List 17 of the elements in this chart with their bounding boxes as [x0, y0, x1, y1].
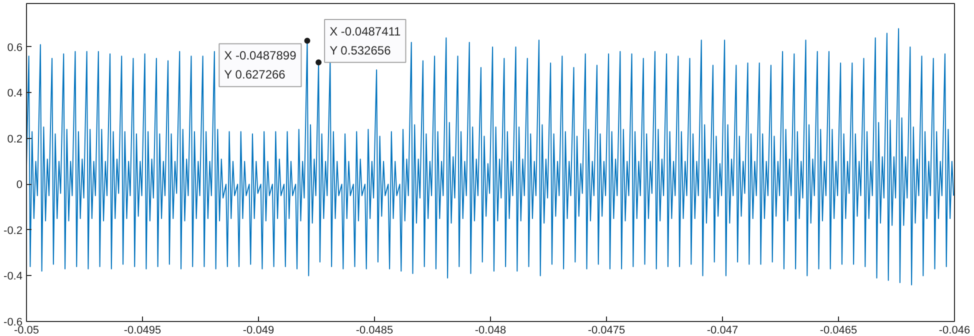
y-tick-label: 0.2 — [7, 133, 23, 146]
y-tick-label: 0 — [16, 179, 23, 192]
annotation: X -0.0487899 Y 0.627266 — [224, 48, 297, 82]
x-tick-label: -0.0485 — [356, 324, 394, 336]
x-tick-label: -0.05 — [14, 324, 40, 336]
annotation: X -0.0487411 Y 0.532656 — [330, 24, 402, 58]
x-tick-label: -0.0495 — [124, 324, 162, 336]
y-tick-label: 0.4 — [7, 88, 23, 100]
y-tick-label: -0.4 — [4, 270, 23, 283]
x-tick-label: -0.047 — [706, 324, 738, 336]
y-tick-label: 0.6 — [7, 42, 23, 54]
x-tick-label: -0.0475 — [588, 324, 626, 336]
y-tick-label: -0.2 — [4, 224, 23, 237]
x-tick-label: -0.049 — [242, 324, 274, 336]
x-tick-label: -0.048 — [474, 324, 506, 336]
x-tick-label: -0.046 — [938, 324, 970, 336]
x-tick-label: -0.0465 — [820, 324, 858, 336]
